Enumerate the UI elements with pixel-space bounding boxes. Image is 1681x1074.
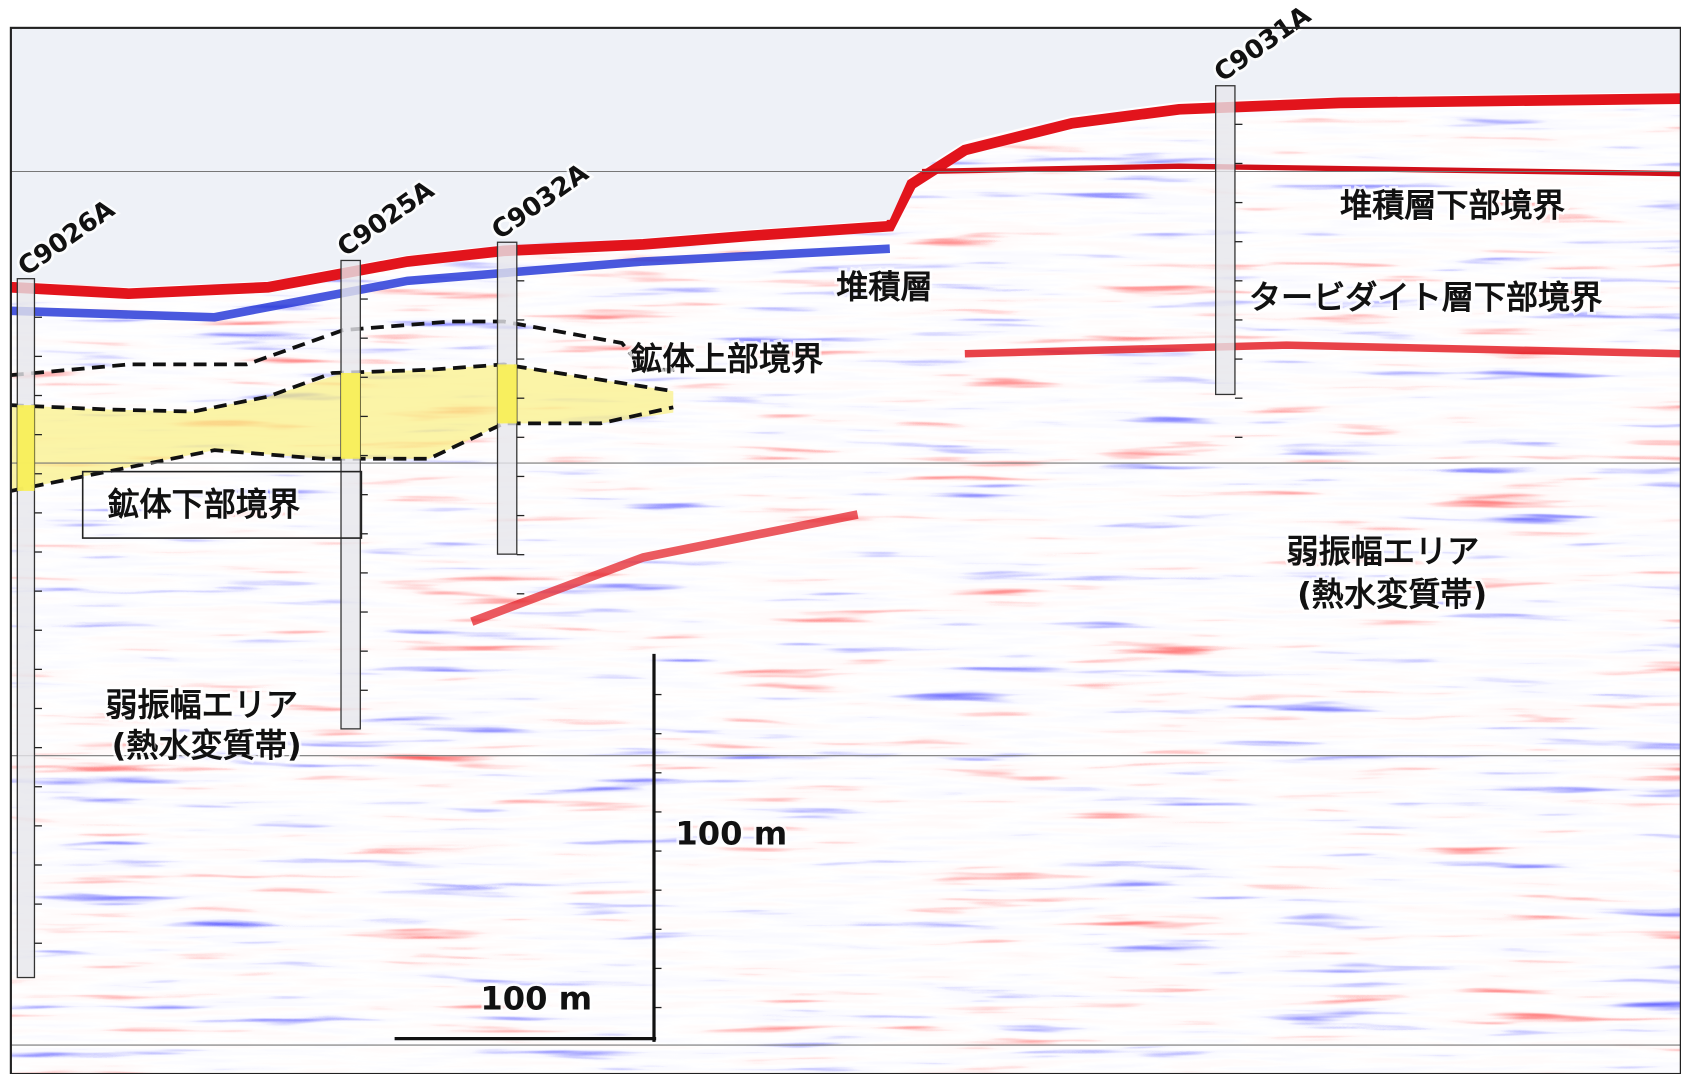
weak-zone-label: 弱振幅エリア: [105, 686, 298, 724]
weak-zone-label: 弱振幅エリア: [1286, 533, 1479, 571]
annotation: タービダイト層下部境界: [1249, 279, 1603, 317]
borehole: [1216, 86, 1235, 395]
borehole: [17, 279, 34, 978]
borehole: [341, 260, 360, 728]
seismic-section: C9026A C9025A C9032A C9031A 堆積層 堆積層下部境界 …: [0, 0, 1681, 1074]
ore-interval: [341, 373, 360, 459]
annotation: 堆積層: [836, 268, 932, 306]
annotation: 堆積層下部境界: [1340, 187, 1565, 225]
ore-interval: [17, 405, 34, 491]
weak-zone-label: (熱水変質帯): [112, 727, 302, 765]
scale-label: 100 m: [480, 980, 592, 1018]
weak-zone-label: (熱水変質帯): [1297, 576, 1487, 614]
annotation: 鉱体下部境界: [107, 486, 300, 524]
scale-label: 100 m: [675, 815, 787, 853]
annotation: 鉱体上部境界: [630, 340, 823, 378]
ore-interval: [498, 364, 517, 423]
